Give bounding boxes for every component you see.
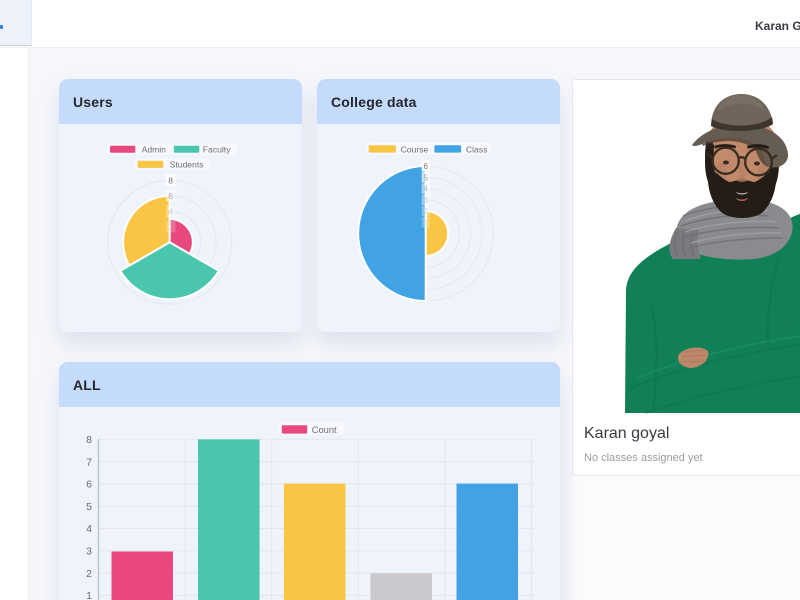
svg-text:Class: Class [466, 144, 488, 154]
svg-text:1: 1 [86, 590, 92, 600]
svg-text:6: 6 [423, 162, 428, 171]
svg-text:4: 4 [86, 523, 92, 535]
svg-text:Faculty: Faculty [203, 145, 231, 155]
svg-text:6: 6 [168, 191, 173, 201]
svg-text:Students: Students [170, 160, 204, 170]
svg-text:6: 6 [86, 479, 92, 491]
svg-text:Admin: Admin [142, 145, 167, 155]
svg-text:4: 4 [168, 206, 173, 216]
svg-text:8: 8 [86, 434, 92, 446]
svg-text:2: 2 [168, 222, 173, 232]
svg-text:5: 5 [423, 173, 428, 182]
svg-text:2: 2 [86, 568, 92, 580]
svg-text:4: 4 [423, 185, 428, 194]
svg-text:Count: Count [312, 425, 337, 435]
svg-text:1: 1 [423, 218, 428, 227]
svg-text:5: 5 [86, 501, 92, 513]
svg-text:3: 3 [86, 546, 92, 558]
svg-text:2: 2 [423, 207, 428, 216]
svg-text:Course: Course [401, 144, 429, 154]
svg-text:8: 8 [168, 175, 173, 185]
svg-text:3: 3 [423, 196, 428, 205]
svg-text:7: 7 [86, 456, 92, 468]
